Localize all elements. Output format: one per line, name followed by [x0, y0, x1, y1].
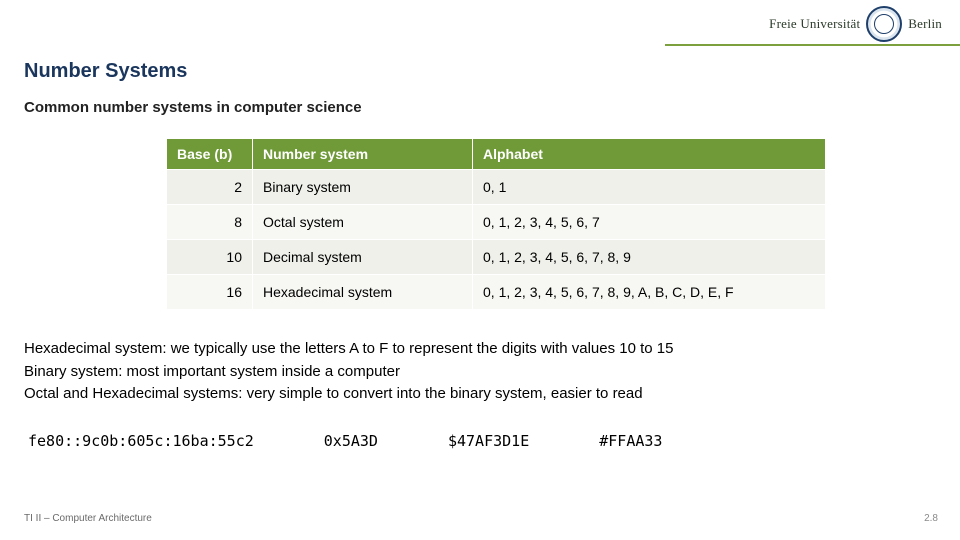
- cell-alphabet: 0, 1, 2, 3, 4, 5, 6, 7, 8, 9: [473, 240, 826, 275]
- slide: Freie Universität Berlin Number Systems …: [0, 0, 960, 540]
- cell-name: Octal system: [253, 205, 473, 240]
- examples-row: fe80::9c0b:605c:16ba:55c2 0x5A3D $47AF3D…: [24, 432, 936, 450]
- university-logo: Freie Universität Berlin: [769, 6, 942, 42]
- notes-block: Hexadecimal system: we typically use the…: [24, 338, 936, 406]
- table-header-row: Base (b) Number system Alphabet: [167, 139, 826, 170]
- table-row: 2 Binary system 0, 1: [167, 170, 826, 205]
- col-header-base: Base (b): [167, 139, 253, 170]
- page-subtitle: Common number systems in computer scienc…: [24, 99, 936, 116]
- page-title: Number Systems: [24, 60, 936, 83]
- note-line: Binary system: most important system ins…: [24, 361, 936, 384]
- cell-base: 2: [167, 170, 253, 205]
- example-hex-dollar: $47AF3D1E: [448, 432, 529, 450]
- footer-page-number: 2.8: [924, 513, 938, 524]
- cell-base: 10: [167, 240, 253, 275]
- col-header-alphabet: Alphabet: [473, 139, 826, 170]
- cell-alphabet: 0, 1, 2, 3, 4, 5, 6, 7, 8, 9, A, B, C, D…: [473, 275, 826, 310]
- logo-text-suffix: Berlin: [908, 16, 942, 32]
- cell-name: Binary system: [253, 170, 473, 205]
- cell-alphabet: 0, 1: [473, 170, 826, 205]
- cell-name: Decimal system: [253, 240, 473, 275]
- logo-underline: [665, 44, 960, 46]
- seal-icon: [866, 6, 902, 42]
- table-row: 10 Decimal system 0, 1, 2, 3, 4, 5, 6, 7…: [167, 240, 826, 275]
- example-hex-0x: 0x5A3D: [324, 432, 378, 450]
- cell-alphabet: 0, 1, 2, 3, 4, 5, 6, 7: [473, 205, 826, 240]
- note-line: Hexadecimal system: we typically use the…: [24, 338, 936, 361]
- table-row: 8 Octal system 0, 1, 2, 3, 4, 5, 6, 7: [167, 205, 826, 240]
- number-systems-table: Base (b) Number system Alphabet 2 Binary…: [166, 138, 826, 310]
- table-row: 16 Hexadecimal system 0, 1, 2, 3, 4, 5, …: [167, 275, 826, 310]
- example-ipv6: fe80::9c0b:605c:16ba:55c2: [28, 432, 254, 450]
- logo-text-prefix: Freie Universität: [769, 16, 860, 32]
- cell-base: 16: [167, 275, 253, 310]
- footer-course: TI II – Computer Architecture: [24, 513, 152, 524]
- example-hex-hash: #FFAA33: [599, 432, 662, 450]
- col-header-system: Number system: [253, 139, 473, 170]
- note-line: Octal and Hexadecimal systems: very simp…: [24, 383, 936, 406]
- cell-name: Hexadecimal system: [253, 275, 473, 310]
- cell-base: 8: [167, 205, 253, 240]
